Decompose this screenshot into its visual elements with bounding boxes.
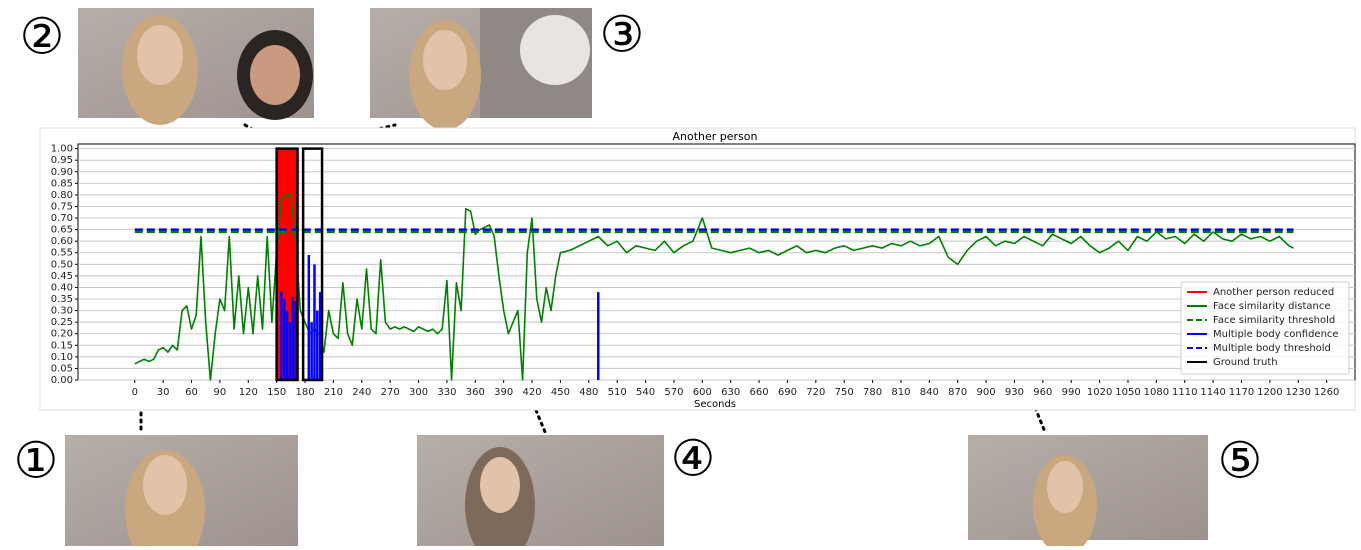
legend-label: Multiple body confidence: [1213, 329, 1339, 340]
x-tick-label: 510: [608, 387, 627, 398]
x-tick-label: 1260: [1314, 387, 1339, 398]
x-tick-label: 750: [835, 387, 854, 398]
plot-area: [77, 143, 1356, 381]
callout: ③: [600, 6, 645, 64]
legend-label: Multiple body threshold: [1213, 343, 1331, 354]
chart-title: Another person: [672, 130, 757, 143]
ground-truth-box: [275, 147, 299, 382]
y-tick-label: 0.45: [51, 271, 73, 282]
series-line: [134, 194, 1294, 381]
x-tick-label: 90: [214, 387, 227, 398]
x-tick-label: 1110: [1172, 387, 1197, 398]
y-tick-label: 0.35: [51, 294, 73, 305]
y-tick-label: 0.85: [51, 178, 73, 189]
legend-label: Face similarity distance: [1213, 301, 1331, 312]
y-tick-label: 0.25: [51, 317, 73, 328]
x-tick-label: 450: [551, 387, 570, 398]
x-tick-label: 780: [863, 387, 882, 398]
x-tick-label: 1050: [1115, 387, 1140, 398]
x-tick-label: 540: [636, 387, 655, 398]
y-tick-label: 0.15: [51, 340, 73, 351]
x-tick-label: 1170: [1229, 387, 1254, 398]
photo-5: [968, 435, 1208, 550]
x-tick-label: 1230: [1286, 387, 1311, 398]
x-tick-label: 1140: [1200, 387, 1225, 398]
x-tick-label: 810: [891, 387, 910, 398]
y-tick-label: 0.75: [51, 201, 73, 212]
x-tick-label: 30: [157, 387, 170, 398]
x-tick-label: 690: [778, 387, 797, 398]
y-tick-label: 0.10: [51, 352, 73, 363]
y-tick-label: 0.55: [51, 248, 73, 259]
y-tick-label: 0.00: [51, 375, 73, 386]
x-tick-label: 570: [664, 387, 683, 398]
callout: ⑤: [1218, 432, 1263, 490]
x-tick-label: 0: [132, 387, 138, 398]
x-tick-label: 660: [750, 387, 769, 398]
y-tick-label: 0.60: [51, 236, 73, 247]
legend-label: Another person reduced: [1213, 287, 1334, 298]
photo-3: [370, 8, 592, 130]
y-tick-label: 0.65: [51, 225, 73, 236]
y-tick-label: 0.80: [51, 190, 73, 201]
x-tick-label: 480: [579, 387, 598, 398]
y-tick-label: 0.50: [51, 259, 73, 270]
x-tick-label: 120: [239, 387, 258, 398]
legend-label: Face similarity threshold: [1213, 315, 1335, 326]
x-tick-label: 210: [324, 387, 343, 398]
x-tick-label: 390: [494, 387, 513, 398]
x-tick-label: 270: [381, 387, 400, 398]
legend-label: Ground truth: [1213, 357, 1278, 368]
x-tick-label: 180: [295, 387, 314, 398]
x-tick-label: 630: [721, 387, 740, 398]
y-tick-label: 0.70: [51, 213, 73, 224]
x-tick-label: 300: [409, 387, 428, 398]
x-tick-label: 1080: [1144, 387, 1169, 398]
callout: ②: [20, 8, 65, 66]
x-tick-label: 330: [437, 387, 456, 398]
ground-truth-box: [301, 147, 324, 382]
x-tick-label: 60: [185, 387, 198, 398]
y-tick-label: 0.05: [51, 363, 73, 374]
x-tick-label: 420: [522, 387, 541, 398]
x-axis-label: Seconds: [694, 399, 736, 410]
x-tick-label: 990: [1062, 387, 1081, 398]
y-tick-label: 0.40: [51, 282, 73, 293]
x-tick-label: 240: [352, 387, 371, 398]
x-tick-label: 840: [920, 387, 939, 398]
y-tick-label: 0.95: [51, 155, 73, 166]
y-tick-label: 0.20: [51, 329, 73, 340]
x-tick-label: 360: [466, 387, 485, 398]
x-tick-label: 1200: [1257, 387, 1282, 398]
legend-box: [1180, 281, 1350, 375]
x-tick-label: 960: [1033, 387, 1052, 398]
x-tick-label: 900: [977, 387, 996, 398]
x-tick-label: 930: [1005, 387, 1024, 398]
photo-2: [78, 8, 314, 125]
x-tick-label: 720: [806, 387, 825, 398]
callout: ④: [671, 430, 716, 488]
photo-4: [417, 435, 664, 550]
x-tick-label: 150: [267, 387, 286, 398]
x-tick-label: 870: [948, 387, 967, 398]
x-tick-label: 600: [693, 387, 712, 398]
y-tick-label: 0.30: [51, 306, 73, 317]
x-tick-label: 1020: [1087, 387, 1112, 398]
callout: ①: [14, 432, 59, 490]
y-tick-label: 1.00: [51, 144, 73, 155]
photo-1: [65, 435, 298, 550]
y-tick-label: 0.90: [51, 167, 73, 178]
